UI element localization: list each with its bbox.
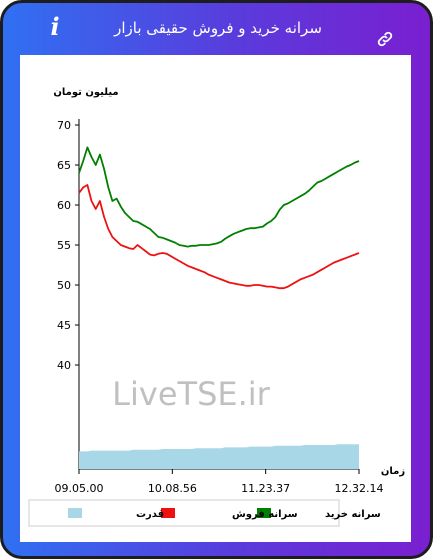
x-axis-label: زمان [381, 466, 405, 477]
legend: سرانه خرید سرانه فروش قدرت [28, 499, 381, 527]
y-tick-label: 40 [57, 359, 71, 372]
chart-axes [78, 119, 359, 470]
legend-swatch-sell [161, 508, 175, 518]
watermark: LiveTSE.ir [112, 375, 270, 413]
legend-label-buy: سرانه خرید [325, 509, 381, 520]
chart-series [78, 146, 360, 469]
y-tick-label: 45 [57, 319, 71, 332]
legend-swatch-power [68, 508, 82, 518]
legend-label-power: قدرت [136, 509, 164, 520]
y-tick-label: 65 [57, 159, 71, 172]
y-tick-label: 60 [57, 199, 71, 212]
widget-title: سرانه خرید و فروش حقیقی بازار [114, 19, 322, 37]
chart-card: میلیون تومان زمان LiveTSE.ir 40 45 50 55 60 6… [20, 55, 411, 542]
info-icon[interactable]: i [50, 12, 60, 41]
x-tick-label: 10.08.56 [148, 482, 197, 495]
chart: میلیون تومان زمان LiveTSE.ir 40 45 50 55 60 6… [28, 87, 405, 527]
x-tick-label: 09.05.00 [55, 482, 104, 495]
widget-header: i سرانه خرید و فروش حقیقی بازار [3, 3, 430, 55]
y-tick-label: 70 [57, 119, 71, 132]
series-line-sell [78, 184, 360, 290]
legend-label-sell: سرانه فروش [232, 509, 298, 520]
y-axis-label: میلیون تومان [53, 87, 118, 98]
y-tick-label: 55 [57, 239, 71, 252]
legend-swatch-buy [257, 508, 271, 518]
y-tick-label: 50 [57, 279, 71, 292]
x-tick-label: 12.32.14 [335, 482, 384, 495]
link-icon[interactable] [376, 30, 394, 48]
chart-ticks: 40 45 50 55 60 65 70 09.05.00 10.08.56 11.23.37 12… [55, 119, 384, 495]
series-line-buy [78, 146, 360, 248]
x-tick-label: 11.23.37 [241, 482, 290, 495]
series-area-power [79, 444, 359, 469]
